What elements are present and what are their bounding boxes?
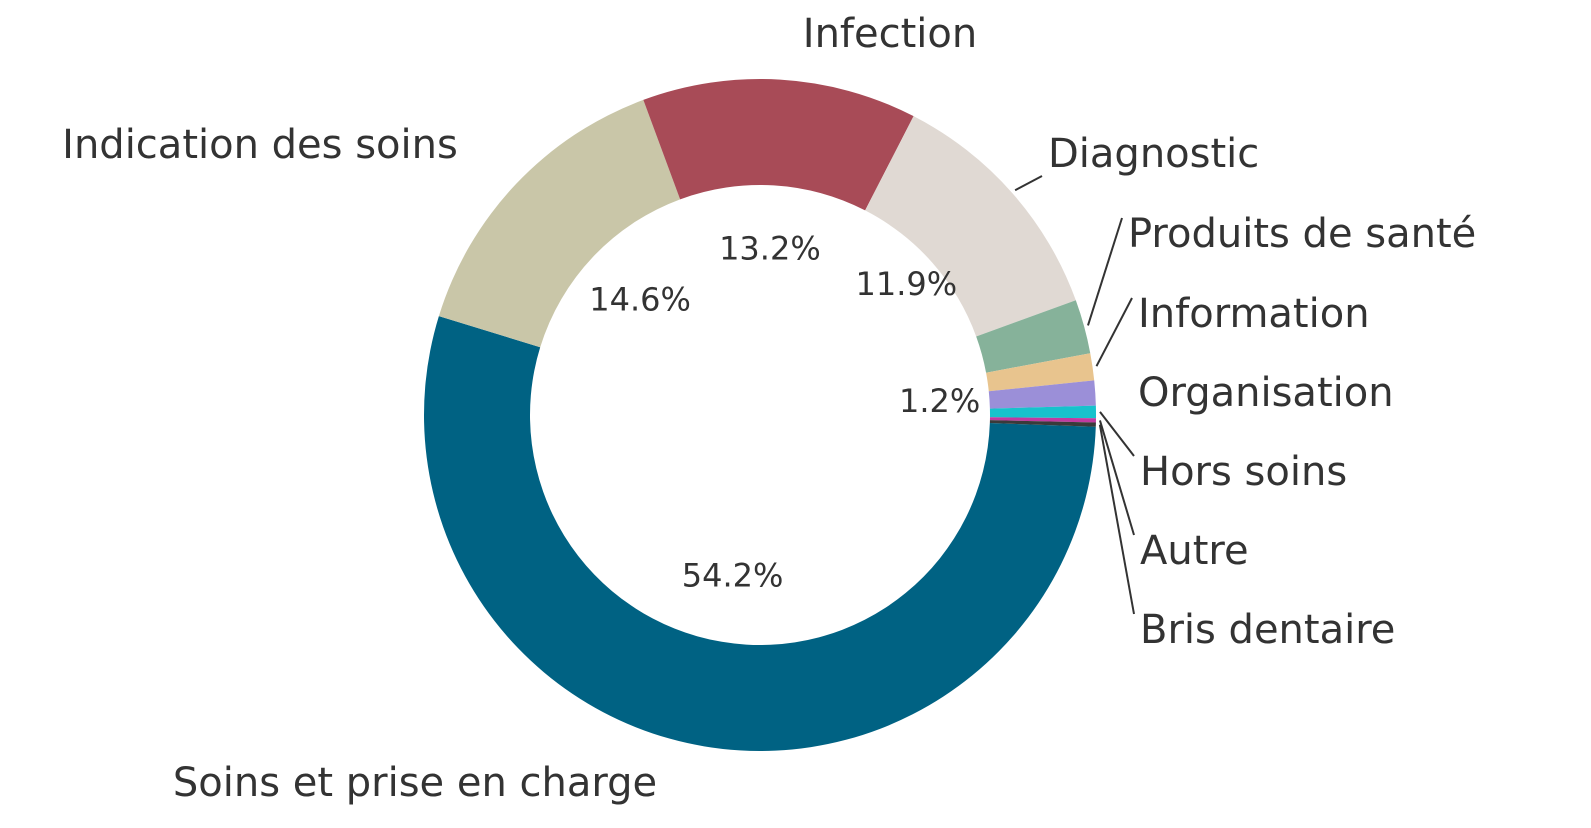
donut-slice	[438, 99, 681, 348]
value-label: 54.2%	[682, 557, 784, 595]
leader-line	[1014, 175, 1043, 192]
category-label: Soins et prise en charge	[173, 760, 657, 806]
category-label: Bris dentaire	[1140, 607, 1395, 653]
value-label: 11.9%	[855, 265, 957, 303]
value-label: 13.2%	[719, 229, 821, 267]
category-label: Infection	[803, 11, 977, 57]
category-label: Organisation	[1138, 370, 1394, 416]
donut-slice	[988, 380, 1096, 409]
leader-line	[1098, 424, 1135, 615]
donut-slice	[976, 300, 1091, 373]
category-label: Produits de santé	[1128, 211, 1476, 257]
leader-line	[1098, 420, 1135, 536]
donut-slice	[989, 420, 1096, 427]
donut-slice	[986, 353, 1095, 392]
leader-line	[1087, 217, 1123, 326]
category-label: Diagnostic	[1048, 131, 1259, 177]
donut-slice	[989, 417, 1096, 423]
donut-slice	[643, 79, 914, 211]
donut-slice	[989, 405, 1096, 419]
category-label: Autre	[1140, 528, 1249, 574]
value-label: 1.2%	[899, 382, 980, 420]
donut-slice	[865, 116, 1076, 337]
category-label: Indication des soins	[62, 122, 458, 168]
donut-slice	[423, 316, 1096, 752]
leader-line	[1095, 297, 1133, 367]
category-label: Information	[1138, 291, 1370, 337]
value-label: 14.6%	[589, 281, 691, 319]
category-label: Hors soins	[1140, 449, 1347, 495]
leader-line	[1099, 411, 1135, 457]
